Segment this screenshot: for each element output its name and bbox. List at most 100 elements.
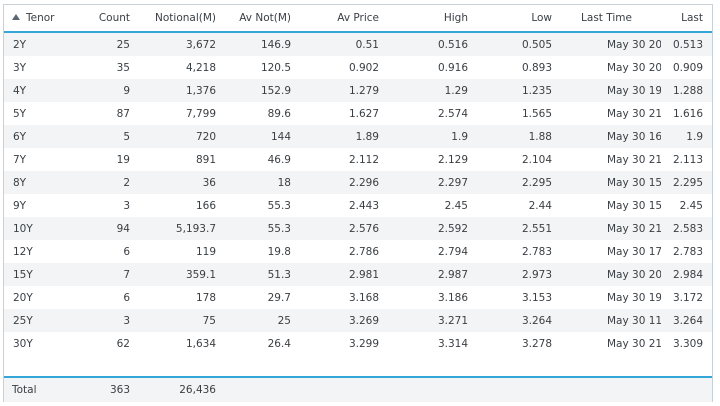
column-header-tenor-label: Tenor — [26, 12, 55, 24]
cell-last: 3.172 — [661, 286, 712, 309]
cell-notional: 720 — [139, 125, 225, 148]
cell-low: 3.278 — [477, 332, 561, 355]
cell-count: 94 — [72, 217, 139, 240]
cell-last-time: May 30 21:24:58 — [561, 148, 661, 171]
header-row: Tenor Count Notional(M) Av Not(M) Av Pri… — [4, 5, 712, 33]
cell-high: 2.297 — [388, 171, 477, 194]
column-header-last-time[interactable]: Last Time — [561, 5, 661, 33]
table-row[interactable]: 10Y 94 5,193.7 55.3 2.576 2.592 2.551 May 30 21… — [4, 217, 712, 240]
column-header-count[interactable]: Count — [72, 5, 139, 33]
cell-last-time: May 30 16:14:11 — [561, 125, 661, 148]
cell-high: 3.186 — [388, 286, 477, 309]
column-header-av-price[interactable]: Av Price — [300, 5, 388, 33]
cell-av-price: 1.89 — [300, 125, 388, 148]
cell-av-not: 120.5 — [225, 56, 300, 79]
tenor-trades-grid: Tenor Count Notional(M) Av Not(M) Av Pri… — [3, 4, 713, 402]
total-empty — [561, 377, 661, 402]
cell-last-time: May 30 15:06:12 — [561, 194, 661, 217]
cell-high: 2.592 — [388, 217, 477, 240]
cell-av-not: 146.9 — [225, 32, 300, 56]
cell-notional: 4,218 — [139, 56, 225, 79]
cell-av-price: 0.51 — [300, 32, 388, 56]
column-header-low[interactable]: Low — [477, 5, 561, 33]
cell-low: 3.153 — [477, 286, 561, 309]
cell-last-time: May 30 21:54:06 — [561, 332, 661, 355]
cell-high: 2.794 — [388, 240, 477, 263]
cell-count: 9 — [72, 79, 139, 102]
cell-last-time: May 30 20:58:05 — [561, 56, 661, 79]
cell-last: 2.45 — [661, 194, 712, 217]
cell-tenor: 6Y — [4, 125, 72, 148]
totals-footer: Total 363 26,436 — [4, 376, 712, 402]
cell-count: 35 — [72, 56, 139, 79]
total-empty — [300, 377, 388, 402]
cell-av-price: 2.786 — [300, 240, 388, 263]
cell-tenor: 2Y — [4, 32, 72, 56]
cell-count: 3 — [72, 309, 139, 332]
cell-last: 0.513 — [661, 32, 712, 56]
cell-high: 2.129 — [388, 148, 477, 171]
cell-av-price: 1.627 — [300, 102, 388, 125]
cell-tenor: 9Y — [4, 194, 72, 217]
cell-count: 6 — [72, 286, 139, 309]
total-empty — [388, 377, 477, 402]
cell-av-price: 1.279 — [300, 79, 388, 102]
cell-high: 2.987 — [388, 263, 477, 286]
cell-tenor: 15Y — [4, 263, 72, 286]
cell-av-price: 2.112 — [300, 148, 388, 171]
column-header-last[interactable]: Last — [661, 5, 712, 33]
cell-tenor: 4Y — [4, 79, 72, 102]
cell-tenor: 20Y — [4, 286, 72, 309]
cell-av-not: 19.8 — [225, 240, 300, 263]
cell-av-not: 26.4 — [225, 332, 300, 355]
cell-tenor: 7Y — [4, 148, 72, 171]
cell-low: 3.264 — [477, 309, 561, 332]
cell-last: 1.9 — [661, 125, 712, 148]
column-header-tenor[interactable]: Tenor — [4, 5, 72, 33]
cell-notional: 5,193.7 — [139, 217, 225, 240]
cell-last-time: May 30 21:18:56 — [561, 102, 661, 125]
column-header-high[interactable]: High — [388, 5, 477, 33]
cell-notional: 178 — [139, 286, 225, 309]
cell-av-not: 55.3 — [225, 217, 300, 240]
total-empty — [477, 377, 561, 402]
column-header-av-not[interactable]: Av Not(M) — [225, 5, 300, 33]
cell-last: 2.783 — [661, 240, 712, 263]
cell-last: 3.309 — [661, 332, 712, 355]
cell-av-not: 55.3 — [225, 194, 300, 217]
column-header-notional[interactable]: Notional(M) — [139, 5, 225, 33]
cell-low: 2.551 — [477, 217, 561, 240]
cell-av-price: 3.168 — [300, 286, 388, 309]
cell-low: 1.565 — [477, 102, 561, 125]
cell-last-time: May 30 19:12:55 — [561, 79, 661, 102]
cell-high: 2.574 — [388, 102, 477, 125]
total-notional: 26,436 — [139, 377, 225, 402]
cell-notional: 166 — [139, 194, 225, 217]
cell-av-not: 144 — [225, 125, 300, 148]
cell-last-time: May 30 20:25:37 — [561, 32, 661, 56]
cell-count: 2 — [72, 171, 139, 194]
cell-tenor: 10Y — [4, 217, 72, 240]
cell-high: 3.271 — [388, 309, 477, 332]
cell-high: 3.314 — [388, 332, 477, 355]
cell-last: 1.616 — [661, 102, 712, 125]
sort-ascending-icon[interactable] — [12, 14, 20, 20]
cell-low: 2.973 — [477, 263, 561, 286]
cell-last: 3.264 — [661, 309, 712, 332]
cell-high: 1.9 — [388, 125, 477, 148]
cell-high: 0.916 — [388, 56, 477, 79]
